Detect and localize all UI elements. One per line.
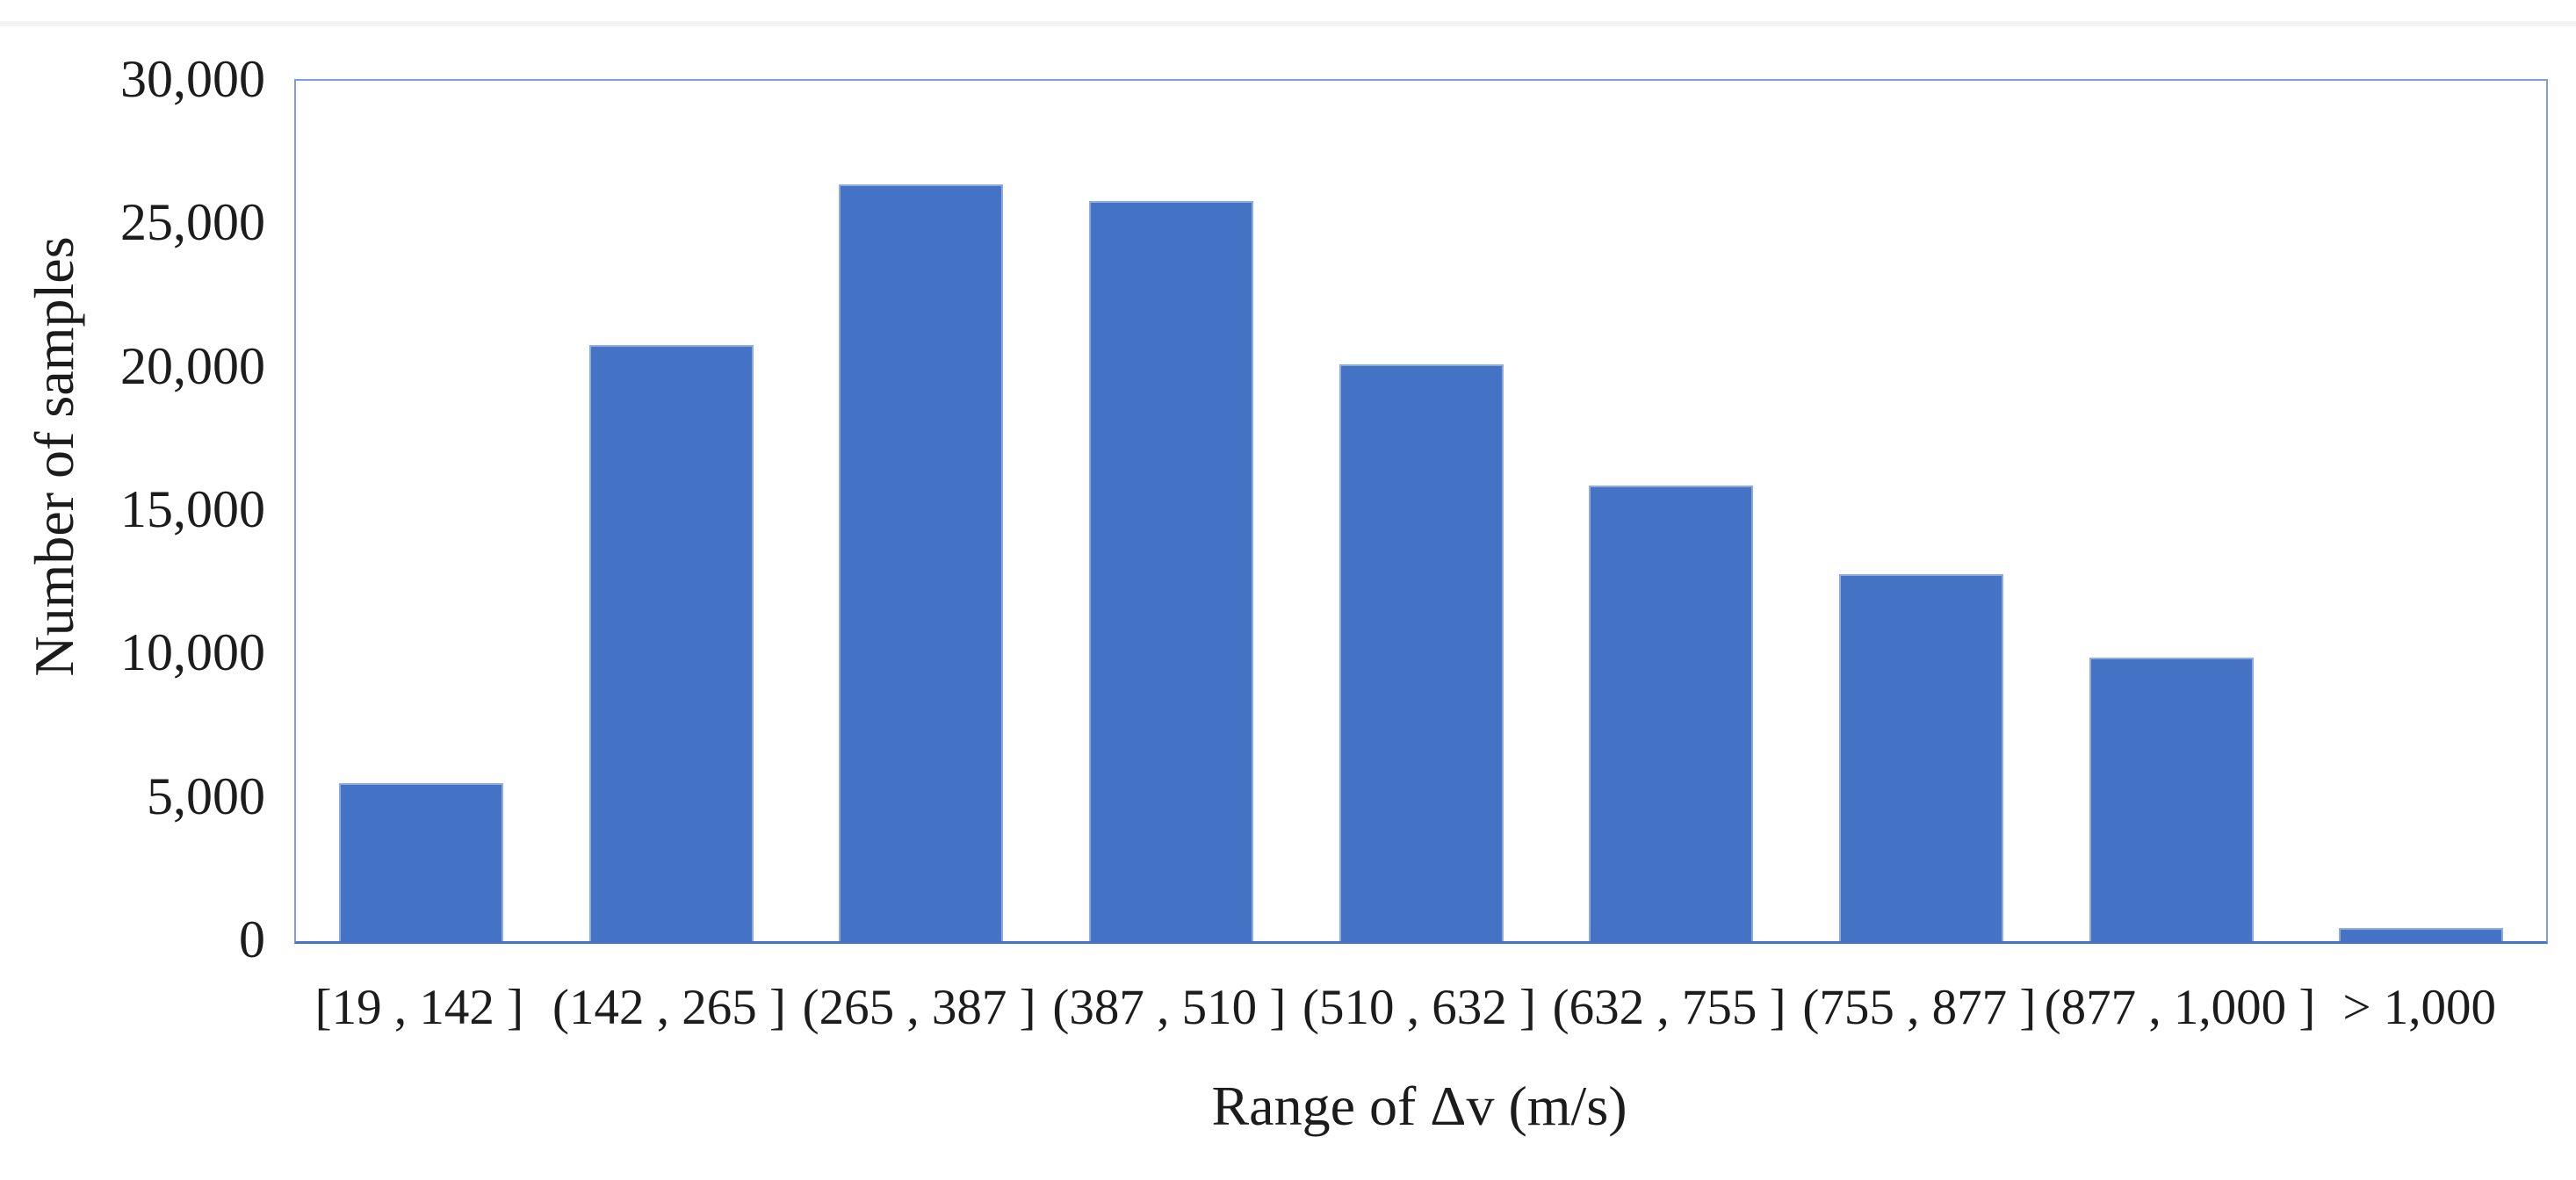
y-tick-label: 10,000 bbox=[120, 623, 265, 682]
x-tick-label: (755 , 877 ] bbox=[1802, 980, 2037, 1035]
bars-container bbox=[296, 81, 2546, 941]
y-tick-label: 30,000 bbox=[120, 50, 265, 108]
bar bbox=[1838, 573, 2003, 941]
y-tick-label: 20,000 bbox=[120, 336, 265, 395]
bar bbox=[588, 344, 754, 941]
x-tick-label: (265 , 387 ] bbox=[802, 980, 1036, 1035]
bar bbox=[839, 183, 1004, 941]
bar bbox=[1088, 201, 1253, 941]
x-tick-label: (142 , 265 ] bbox=[552, 980, 786, 1035]
bar bbox=[2089, 657, 2254, 941]
x-tick-label: (510 , 632 ] bbox=[1302, 980, 1536, 1035]
y-tick-label: 5,000 bbox=[147, 766, 265, 825]
x-tick-label: > 1,000 bbox=[2342, 980, 2496, 1035]
y-tick-label: 15,000 bbox=[120, 480, 265, 538]
bar bbox=[2339, 928, 2504, 941]
x-axis-title: Range of Δv (m/s) bbox=[1211, 1075, 1627, 1137]
y-axis-title: Number of samples bbox=[23, 236, 85, 677]
x-tick-label: [19 , 142 ] bbox=[314, 980, 524, 1035]
x-tick-label: (387 , 510 ] bbox=[1052, 980, 1287, 1035]
y-tick-label: 0 bbox=[239, 910, 265, 968]
bar bbox=[1339, 364, 1504, 941]
x-tick-label: (632 , 755 ] bbox=[1552, 980, 1786, 1035]
bar bbox=[338, 783, 503, 941]
page-top-divider bbox=[0, 21, 2576, 26]
x-tick-label: (877 , 1,000 ] bbox=[2044, 980, 2316, 1035]
y-tick-label: 25,000 bbox=[120, 193, 265, 252]
bar bbox=[1589, 485, 1754, 941]
plot-area bbox=[294, 79, 2548, 944]
